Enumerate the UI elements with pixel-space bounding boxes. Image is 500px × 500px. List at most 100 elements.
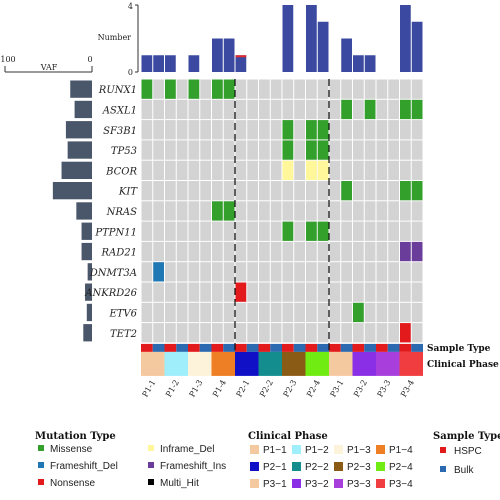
grid-cell bbox=[353, 262, 364, 282]
grid-cell bbox=[247, 181, 258, 201]
grid-cell bbox=[411, 201, 423, 221]
grid-cell bbox=[388, 120, 399, 140]
grid-cell bbox=[141, 99, 153, 120]
grid-cell bbox=[188, 323, 200, 343]
mutation-cell bbox=[400, 99, 411, 120]
sample-type-cell bbox=[164, 343, 177, 352]
grid-cell bbox=[165, 160, 176, 180]
vaf-bar bbox=[52, 182, 92, 200]
grid-cell bbox=[176, 120, 188, 140]
gene-label: RAD21 bbox=[101, 248, 138, 259]
grid-cell bbox=[188, 160, 200, 180]
grid-cell bbox=[270, 282, 282, 302]
vaf-bar bbox=[83, 324, 92, 342]
grid-cell bbox=[364, 241, 376, 262]
grid-cell bbox=[200, 221, 211, 241]
grid-cell bbox=[364, 140, 376, 160]
grid-cell bbox=[294, 181, 305, 201]
mutation-type-swatch bbox=[148, 445, 154, 451]
sample-type-cell bbox=[258, 343, 271, 352]
grid-cell bbox=[306, 99, 317, 120]
phase-tick-label: P2-2 bbox=[258, 378, 275, 398]
grid-cell bbox=[223, 221, 235, 241]
count-bar bbox=[282, 5, 294, 72]
mutation-cell bbox=[223, 79, 235, 99]
mutation-type-label: Multi_Hit bbox=[160, 478, 199, 489]
grid-cell bbox=[388, 99, 399, 120]
sample-type-cell bbox=[293, 343, 306, 352]
grid-cell bbox=[165, 323, 176, 343]
grid-cell bbox=[141, 160, 153, 180]
grid-cell bbox=[247, 323, 258, 343]
mutation-cell bbox=[282, 140, 294, 160]
grid-cell bbox=[364, 323, 376, 343]
mutation-type-swatch bbox=[148, 479, 154, 485]
grid-cell bbox=[235, 201, 247, 221]
grid-cell bbox=[270, 99, 282, 120]
grid-cell bbox=[317, 99, 329, 120]
sample-type-cell bbox=[141, 343, 153, 352]
mutation-cell bbox=[306, 140, 317, 160]
clinical-phase-cell bbox=[352, 351, 376, 376]
gene-label: NRAS bbox=[106, 207, 138, 218]
grid-cell bbox=[400, 79, 411, 99]
mutation-cell bbox=[411, 181, 423, 201]
grid-cell bbox=[259, 282, 270, 302]
grid-cell bbox=[235, 99, 247, 120]
grid-cell bbox=[329, 181, 341, 201]
grid-cell bbox=[353, 282, 364, 302]
grid-cell bbox=[364, 160, 376, 180]
mutation-type-label: Inframe_Del bbox=[160, 444, 214, 455]
grid-cell bbox=[329, 221, 341, 241]
grid-cell bbox=[141, 181, 153, 201]
grid-cell bbox=[400, 282, 411, 302]
grid-cell bbox=[200, 262, 211, 282]
grid-cell bbox=[247, 99, 258, 120]
grid-cell bbox=[176, 241, 188, 262]
sample-type-cell bbox=[340, 343, 353, 352]
sample-type-cell bbox=[317, 343, 329, 352]
phase-tick-label: P3-4 bbox=[399, 378, 416, 398]
grid-cell bbox=[235, 79, 247, 99]
grid-cell bbox=[388, 302, 399, 323]
grid-cell bbox=[212, 282, 223, 302]
sample-type-cell bbox=[152, 343, 165, 352]
grid-cell bbox=[247, 79, 258, 99]
grid-cell bbox=[282, 282, 294, 302]
grid-cell bbox=[259, 262, 270, 282]
mutation-cell bbox=[282, 160, 294, 180]
grid-cell bbox=[294, 140, 305, 160]
grid-cell bbox=[235, 241, 247, 262]
grid-cell bbox=[376, 221, 388, 241]
grid-cell bbox=[317, 323, 329, 343]
grid-cell bbox=[188, 181, 200, 201]
grid-cell bbox=[165, 262, 176, 282]
grid-cell bbox=[353, 181, 364, 201]
grid-cell bbox=[235, 160, 247, 180]
clinical-phase-swatch bbox=[292, 462, 301, 471]
count-bar bbox=[353, 55, 364, 72]
grid-cell bbox=[411, 302, 423, 323]
phase-tick-label: P1-3 bbox=[188, 378, 205, 398]
grid-cell bbox=[329, 323, 341, 343]
grid-cell bbox=[212, 160, 223, 180]
grid-cell bbox=[270, 241, 282, 262]
grid-cell bbox=[341, 323, 352, 343]
vaf-bar bbox=[86, 303, 92, 322]
grid-cell bbox=[176, 323, 188, 343]
clinical-phase-legend-label: P1−2 bbox=[305, 445, 329, 456]
grid-cell bbox=[411, 160, 423, 180]
clinical-phase-cell bbox=[164, 351, 188, 376]
gene-label: DNMT3A bbox=[89, 268, 137, 279]
clinical-phase-legend-label: P1−1 bbox=[263, 445, 287, 456]
grid-cell bbox=[341, 160, 352, 180]
grid-cell bbox=[153, 120, 164, 140]
grid-cell bbox=[341, 282, 352, 302]
sample-type-cell bbox=[364, 343, 376, 352]
grid-cell bbox=[259, 79, 270, 99]
grid-cell bbox=[141, 302, 153, 323]
grid-cell bbox=[176, 181, 188, 201]
grid-cell bbox=[247, 282, 258, 302]
grid-cell bbox=[282, 302, 294, 323]
clinical-phase-cell bbox=[235, 351, 259, 376]
